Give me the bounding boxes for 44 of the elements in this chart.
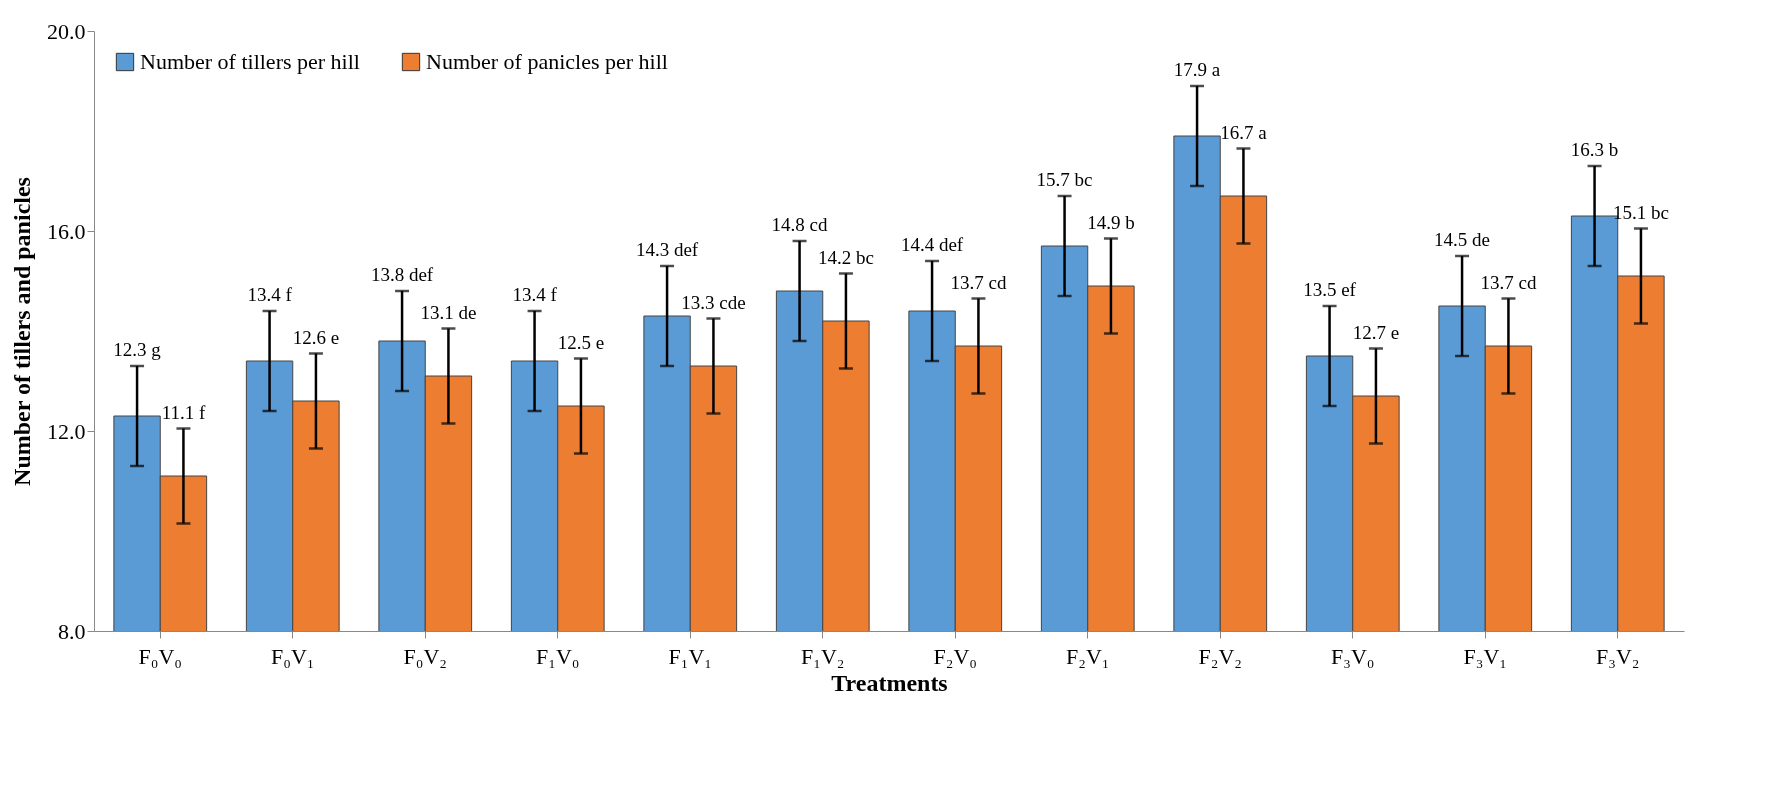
data-label: 13.7 cd (1480, 271, 1537, 293)
x-tick-label: F₀V₂ (403, 643, 447, 669)
data-label: 12.3 g (113, 339, 162, 360)
x-tick-label: F₃V₁ (1463, 643, 1507, 669)
data-label: 15.7 bc (1036, 169, 1093, 190)
data-label: 13.5 ef (1303, 279, 1357, 300)
x-tick-label: F₃V₀ (1331, 643, 1375, 669)
data-label: 13.3 cde (681, 291, 746, 313)
data-label: 17.9 a (1173, 59, 1221, 80)
data-label: 12.7 e (1352, 321, 1400, 343)
x-tick-label: F₂V₀ (933, 643, 977, 669)
data-label: 13.1 de (420, 301, 477, 323)
data-label: 13.8 def (370, 264, 434, 285)
data-label: 16.7 a (1220, 121, 1268, 143)
x-tick-label: F₃V₂ (1596, 643, 1640, 669)
y-tick-label: 16.0 (47, 218, 86, 244)
x-tick-label: F₂V₁ (1066, 643, 1110, 669)
legend-label: Number of tillers per hill (140, 49, 360, 74)
data-label: 14.5 de (1434, 229, 1491, 250)
x-axis-title: Treatments (831, 669, 948, 696)
data-label: 14.3 def (635, 239, 699, 260)
y-tick-label: 20.0 (47, 18, 86, 44)
data-label: 14.4 def (900, 234, 964, 255)
data-label: 14.8 cd (771, 214, 829, 235)
x-tick-label: F₁V₀ (536, 643, 580, 669)
data-label: 15.1 bc (1612, 201, 1669, 223)
x-tick-label: F₁V₂ (801, 643, 845, 669)
x-tick-label: F₂V₂ (1198, 643, 1242, 669)
data-label: 16.3 b (1570, 139, 1619, 160)
y-axis-title: Number of tillers and panicles (9, 177, 35, 486)
data-label: 13.7 cd (950, 271, 1007, 293)
data-label: 11.1 f (161, 401, 206, 423)
data-label: 14.9 b (1087, 211, 1135, 233)
data-label: 13.4 f (512, 284, 558, 305)
y-tick-label: 8.0 (58, 618, 86, 644)
legend-label: Number of panicles per hill (426, 49, 668, 74)
data-label: 12.5 e (557, 331, 605, 353)
y-tick-label: 12.0 (47, 418, 86, 444)
x-tick-label: F₀V₀ (138, 643, 182, 669)
data-label: 12.6 e (292, 326, 340, 348)
data-label: 14.2 bc (817, 246, 874, 268)
x-tick-label: F₀V₁ (271, 643, 315, 669)
data-label: 13.4 f (247, 284, 293, 305)
x-tick-label: F₁V₁ (668, 643, 712, 669)
